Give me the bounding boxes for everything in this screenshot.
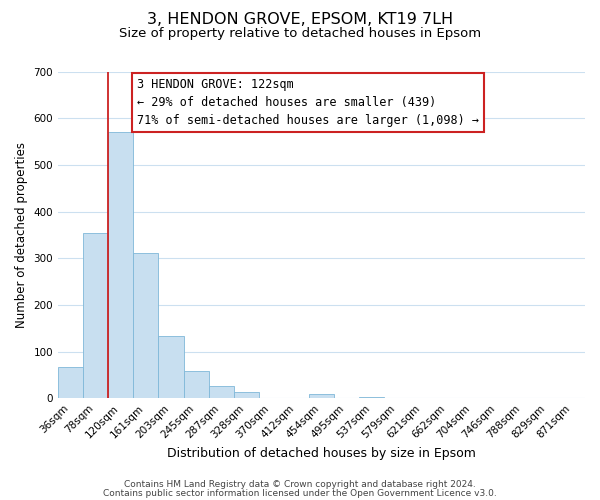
Bar <box>108 132 133 398</box>
Bar <box>133 252 158 398</box>
Bar <box>233 392 259 398</box>
Y-axis label: Number of detached properties: Number of detached properties <box>15 142 28 328</box>
Bar <box>58 366 83 398</box>
Bar <box>184 372 209 398</box>
Bar <box>309 394 334 398</box>
Bar <box>83 232 108 398</box>
Bar <box>359 397 384 398</box>
Bar <box>209 386 233 398</box>
Text: Size of property relative to detached houses in Epsom: Size of property relative to detached ho… <box>119 28 481 40</box>
Text: Contains public sector information licensed under the Open Government Licence v3: Contains public sector information licen… <box>103 488 497 498</box>
Text: Contains HM Land Registry data © Crown copyright and database right 2024.: Contains HM Land Registry data © Crown c… <box>124 480 476 489</box>
X-axis label: Distribution of detached houses by size in Epsom: Distribution of detached houses by size … <box>167 447 476 460</box>
Text: 3, HENDON GROVE, EPSOM, KT19 7LH: 3, HENDON GROVE, EPSOM, KT19 7LH <box>147 12 453 28</box>
Text: 3 HENDON GROVE: 122sqm
← 29% of detached houses are smaller (439)
71% of semi-de: 3 HENDON GROVE: 122sqm ← 29% of detached… <box>137 78 479 127</box>
Bar <box>158 336 184 398</box>
